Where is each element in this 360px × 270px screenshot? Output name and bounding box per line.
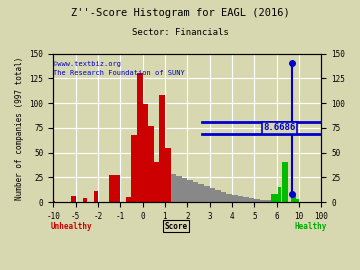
Text: The Research Foundation of SUNY: The Research Foundation of SUNY	[53, 70, 185, 76]
Text: Score: Score	[165, 222, 188, 231]
Bar	[271, 194, 278, 202]
Y-axis label: Number of companies (997 total): Number of companies (997 total)	[15, 56, 24, 200]
Text: Sector: Financials: Sector: Financials	[132, 28, 228, 37]
Bar	[215, 190, 221, 202]
Bar	[176, 176, 182, 202]
Bar	[193, 182, 198, 202]
Bar	[148, 126, 154, 202]
Bar	[94, 191, 98, 202]
Bar	[278, 187, 281, 202]
Bar	[126, 197, 131, 202]
Bar	[53, 201, 55, 202]
Bar	[131, 135, 137, 202]
Bar	[198, 184, 204, 202]
Text: Healthy: Healthy	[294, 222, 327, 231]
Bar	[238, 196, 243, 202]
Text: Z''-Score Histogram for EAGL (2016): Z''-Score Histogram for EAGL (2016)	[71, 8, 289, 18]
Bar	[159, 95, 165, 202]
Text: Unhealthy: Unhealthy	[50, 222, 92, 231]
Text: 8.6686: 8.6686	[263, 123, 296, 132]
Bar	[243, 197, 249, 202]
Bar	[260, 200, 266, 202]
Bar	[137, 73, 143, 202]
Bar	[210, 188, 215, 202]
Bar	[282, 163, 288, 202]
Bar	[291, 194, 296, 202]
Bar	[154, 163, 159, 202]
Bar	[249, 198, 255, 202]
Bar	[182, 178, 187, 202]
Bar	[221, 192, 226, 202]
Bar	[187, 180, 193, 202]
Bar	[109, 175, 120, 202]
Bar	[296, 199, 299, 202]
Text: ©www.textbiz.org: ©www.textbiz.org	[53, 60, 121, 66]
Bar	[165, 148, 171, 202]
Bar	[71, 196, 76, 202]
Bar	[204, 186, 210, 202]
Bar	[255, 199, 260, 202]
Bar	[266, 200, 271, 202]
Bar	[232, 195, 238, 202]
Bar	[83, 198, 87, 202]
Bar	[226, 194, 232, 202]
Bar	[171, 174, 176, 202]
Bar	[143, 104, 148, 202]
